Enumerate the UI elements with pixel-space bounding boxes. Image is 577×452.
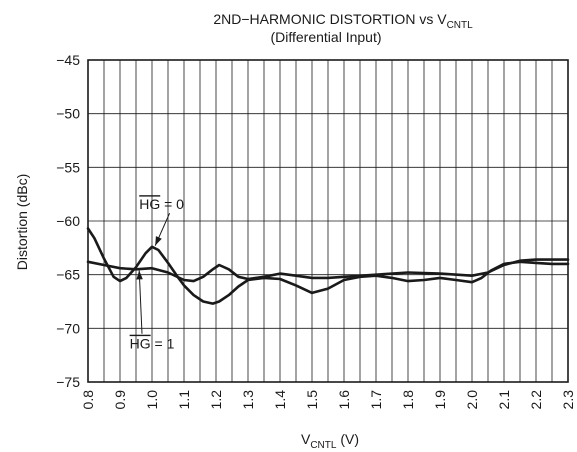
chart-title-main: 2ND−HARMONIC DISTORTION vs V xyxy=(213,11,447,27)
x-tick-label: 2.3 xyxy=(560,390,576,410)
chart-title: 2ND−HARMONIC DISTORTION vs VCNTL xyxy=(213,11,473,31)
grid-lines xyxy=(88,60,568,382)
y-tick-label: −45 xyxy=(56,52,80,68)
series-label-prefix: HG xyxy=(139,196,160,212)
series-label-hg-0: HG = 0 xyxy=(139,196,184,212)
x-tick-label: 1.9 xyxy=(432,390,448,410)
series-layer xyxy=(86,227,570,305)
x-tick-label: 1.0 xyxy=(144,390,160,410)
y-tick-label: −55 xyxy=(56,159,80,175)
x-tick-label: 2.2 xyxy=(528,390,544,410)
y-axis-label: Distortion (dBc) xyxy=(14,174,30,270)
x-axis-label-main: V xyxy=(301,431,311,447)
series-label-suffix: = 0 xyxy=(160,196,184,212)
y-tick-label: −70 xyxy=(56,320,80,336)
x-tick-label: 1.7 xyxy=(368,390,384,410)
x-tick-label: 1.3 xyxy=(240,390,256,410)
series-label-suffix: = 1 xyxy=(151,336,175,352)
annotation-layer: HG = 0HG = 1 xyxy=(130,196,185,352)
x-tick-label: 1.4 xyxy=(272,390,288,410)
arrowhead xyxy=(136,270,143,280)
y-tick-label: −50 xyxy=(56,106,80,122)
x-tick-label: 1.6 xyxy=(336,390,352,410)
x-tick-label: 1.8 xyxy=(400,390,416,410)
annotation-arrow xyxy=(138,270,143,334)
chart-title-subscript: CNTL xyxy=(447,20,474,31)
x-axis-label-unit: (V) xyxy=(336,431,359,447)
x-tick-label: 2.1 xyxy=(496,390,512,410)
x-tick-label: 2.0 xyxy=(464,390,480,410)
y-tick-label: −75 xyxy=(56,374,80,390)
x-tick-label: 0.9 xyxy=(112,390,128,410)
arrowhead xyxy=(155,236,162,246)
x-tick-label: 1.2 xyxy=(208,390,224,410)
series-label-hg-1: HG = 1 xyxy=(130,336,175,352)
x-tick-label: 1.5 xyxy=(304,390,320,410)
y-tick-label: −60 xyxy=(56,213,80,229)
y-tick-label: −65 xyxy=(56,267,80,283)
x-tick-label: 1.1 xyxy=(176,390,192,410)
x-tick-label: 0.8 xyxy=(80,390,96,410)
x-axis-label: VCNTL (V) xyxy=(301,431,359,451)
plot-frame xyxy=(87,59,569,383)
chart-subtitle: (Differential Input) xyxy=(270,29,381,45)
series-line-hg-1 xyxy=(86,258,570,283)
tick-labels: −45 −50 −55 −60 −65 −70 −750.8 0.9 1.0 1.1 1.2 1.3 1… xyxy=(56,52,576,409)
series-label-prefix: HG xyxy=(130,336,151,352)
x-axis-label-subscript: CNTL xyxy=(310,440,337,451)
